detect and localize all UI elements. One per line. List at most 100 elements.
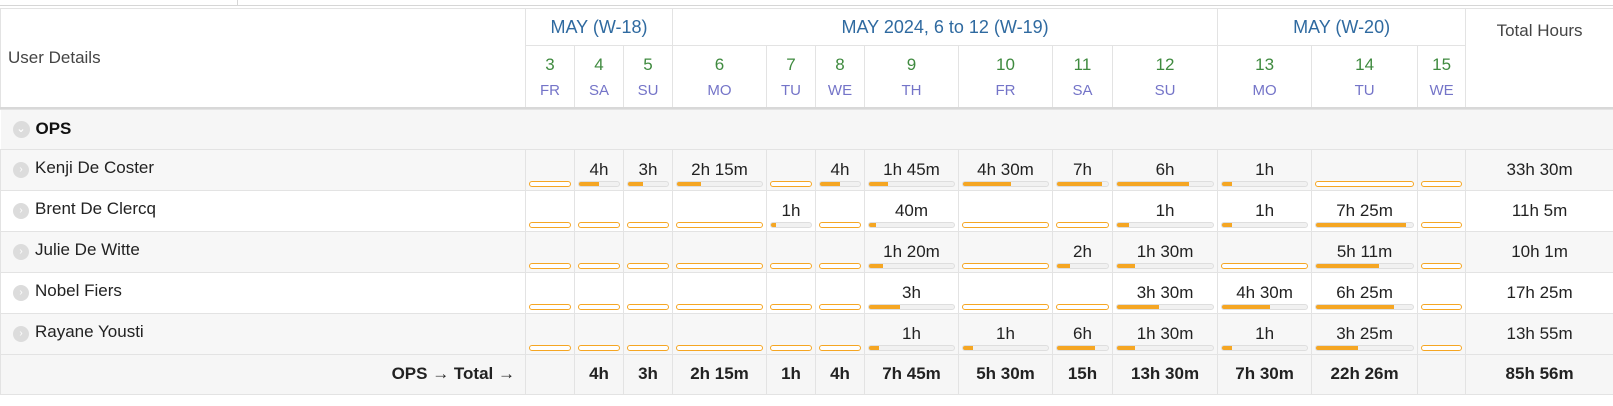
day-hours-cell[interactable]	[1417, 189, 1467, 232]
chevron-right-icon[interactable]: ›	[13, 325, 29, 342]
day-hours-cell[interactable]	[1311, 148, 1419, 191]
day-hours-cell[interactable]: 4h	[574, 148, 624, 191]
day-total: 13h 30m	[1111, 353, 1219, 395]
day-hours-cell[interactable]: 3h	[623, 148, 673, 191]
day-hours-cell[interactable]: 7h 25m	[1311, 189, 1419, 232]
day-hours-cell[interactable]: 1h 30m	[1111, 230, 1219, 273]
chevron-right-icon[interactable]: ›	[13, 161, 29, 178]
day-hours-cell[interactable]	[815, 312, 865, 355]
day-hours-cell[interactable]: 3h 25m	[1311, 312, 1419, 355]
user-name[interactable]: Julie De Witte	[35, 239, 140, 259]
chevron-down-icon[interactable]: ⌄	[12, 121, 30, 139]
user-row: › Rayane Yousti 1h 1h 6h 1h 30m 1h 3h 25m 13h 55…	[0, 312, 1613, 355]
progress-bar	[1221, 344, 1309, 351]
day-hours-cell[interactable]	[525, 312, 575, 355]
progress-bar	[962, 180, 1049, 187]
user-name[interactable]: Brent De Clercq	[35, 198, 156, 218]
day-hours-cell[interactable]	[574, 230, 624, 273]
progress-bar	[1056, 344, 1109, 351]
day-hours-cell[interactable]: 7h	[1052, 148, 1113, 191]
chevron-right-icon[interactable]: ›	[13, 202, 29, 219]
user-name[interactable]: Rayane Yousti	[35, 321, 144, 341]
day-hours-cell[interactable]	[766, 312, 816, 355]
progress-bar	[578, 221, 620, 228]
day-hours-cell[interactable]: 1h	[864, 312, 959, 355]
day-hours-cell[interactable]	[766, 230, 816, 273]
day-hours-cell[interactable]	[623, 312, 673, 355]
user-name[interactable]: Nobel Fiers	[35, 280, 122, 300]
day-hours-cell[interactable]	[1417, 271, 1467, 314]
day-hours-cell[interactable]: 1h	[1217, 148, 1313, 191]
day-hours-cell[interactable]	[574, 312, 624, 355]
day-hours-cell[interactable]: 1h 30m	[1111, 312, 1219, 355]
day-hours-cell[interactable]: 3h	[864, 271, 959, 314]
day-header: 5 SU	[623, 45, 673, 108]
day-hours-cell[interactable]	[672, 189, 767, 232]
user-row: › Kenji De Coster 4h 3h 2h 15m 4h 1h 45m 4h 30m…	[0, 148, 1613, 191]
hours-value	[816, 325, 864, 343]
hours-value	[767, 243, 815, 261]
progress-fill	[1117, 222, 1129, 227]
day-hours-cell[interactable]	[958, 271, 1053, 314]
day-hours-cell[interactable]	[1417, 148, 1467, 191]
day-hours-cell[interactable]: 1h	[1217, 312, 1313, 355]
progress-bar	[1221, 262, 1309, 269]
day-hours-cell[interactable]: 4h 30m	[958, 148, 1053, 191]
hours-value	[673, 202, 766, 220]
day-hours-cell[interactable]	[815, 230, 865, 273]
day-hours-cell[interactable]	[574, 271, 624, 314]
day-hours-cell[interactable]	[525, 148, 575, 191]
day-hours-cell[interactable]	[766, 271, 816, 314]
day-hours-cell[interactable]: 4h	[815, 148, 865, 191]
day-hours-cell[interactable]: 6h	[1052, 312, 1113, 355]
day-hours-cell[interactable]	[525, 189, 575, 232]
day-hours-cell[interactable]	[525, 230, 575, 273]
day-hours-cell[interactable]: 2h 15m	[672, 148, 767, 191]
user-total-hours: 33h 30m	[1465, 148, 1613, 191]
day-hours-cell[interactable]	[623, 271, 673, 314]
hours-value	[526, 161, 574, 179]
day-hours-cell[interactable]: 1h	[1111, 189, 1219, 232]
day-hours-cell[interactable]: 5h 11m	[1311, 230, 1419, 273]
day-hours-cell[interactable]	[958, 189, 1053, 232]
progress-bar	[770, 221, 812, 228]
day-hours-cell[interactable]	[623, 230, 673, 273]
day-hours-cell[interactable]: 6h	[1111, 148, 1219, 191]
day-hours-cell[interactable]: 1h	[766, 189, 816, 232]
day-hours-cell[interactable]: 6h 25m	[1311, 271, 1419, 314]
day-hours-cell[interactable]	[815, 189, 865, 232]
day-hours-cell[interactable]	[525, 271, 575, 314]
day-hours-cell[interactable]: 1h 20m	[864, 230, 959, 273]
day-of-week: MO	[1252, 82, 1277, 99]
day-hours-cell[interactable]: 2h	[1052, 230, 1113, 273]
day-hours-cell[interactable]: 4h 30m	[1217, 271, 1313, 314]
day-hours-cell[interactable]	[1417, 230, 1467, 273]
day-hours-cell[interactable]: 40m	[864, 189, 959, 232]
day-hours-cell[interactable]: 1h	[1217, 189, 1313, 232]
progress-bar	[1315, 180, 1415, 187]
day-hours-cell[interactable]	[672, 230, 767, 273]
day-hours-cell[interactable]	[672, 312, 767, 355]
day-hours-cell[interactable]	[672, 271, 767, 314]
progress-fill	[677, 181, 701, 186]
user-name-cell: › Julie De Witte	[0, 230, 526, 273]
day-hours-cell[interactable]	[766, 148, 816, 191]
day-header-row: 3 FR 4 SA 5 SU 6 MO 7 TU 8 WE 9 TH 10 FR 11 SA 12 SU 13 MO 14 T…	[1, 45, 1613, 108]
day-hours-cell[interactable]	[1417, 312, 1467, 355]
day-header: 11 SA	[1052, 45, 1113, 108]
day-hours-cell[interactable]	[958, 230, 1053, 273]
user-name[interactable]: Kenji De Coster	[35, 157, 155, 177]
hours-value	[575, 325, 623, 343]
day-hours-cell[interactable]: 1h	[958, 312, 1053, 355]
day-hours-cell[interactable]: 3h 30m	[1111, 271, 1219, 314]
chevron-right-icon[interactable]: ›	[13, 284, 29, 301]
day-hours-cell[interactable]	[1052, 271, 1113, 314]
day-hours-cell[interactable]	[623, 189, 673, 232]
day-hours-cell[interactable]	[1052, 189, 1113, 232]
day-hours-cell[interactable]	[815, 271, 865, 314]
day-hours-cell[interactable]: 1h 45m	[864, 148, 959, 191]
chevron-right-icon[interactable]: ›	[13, 243, 29, 260]
progress-bar	[1421, 262, 1463, 269]
day-hours-cell[interactable]	[574, 189, 624, 232]
day-hours-cell[interactable]	[1217, 230, 1313, 273]
